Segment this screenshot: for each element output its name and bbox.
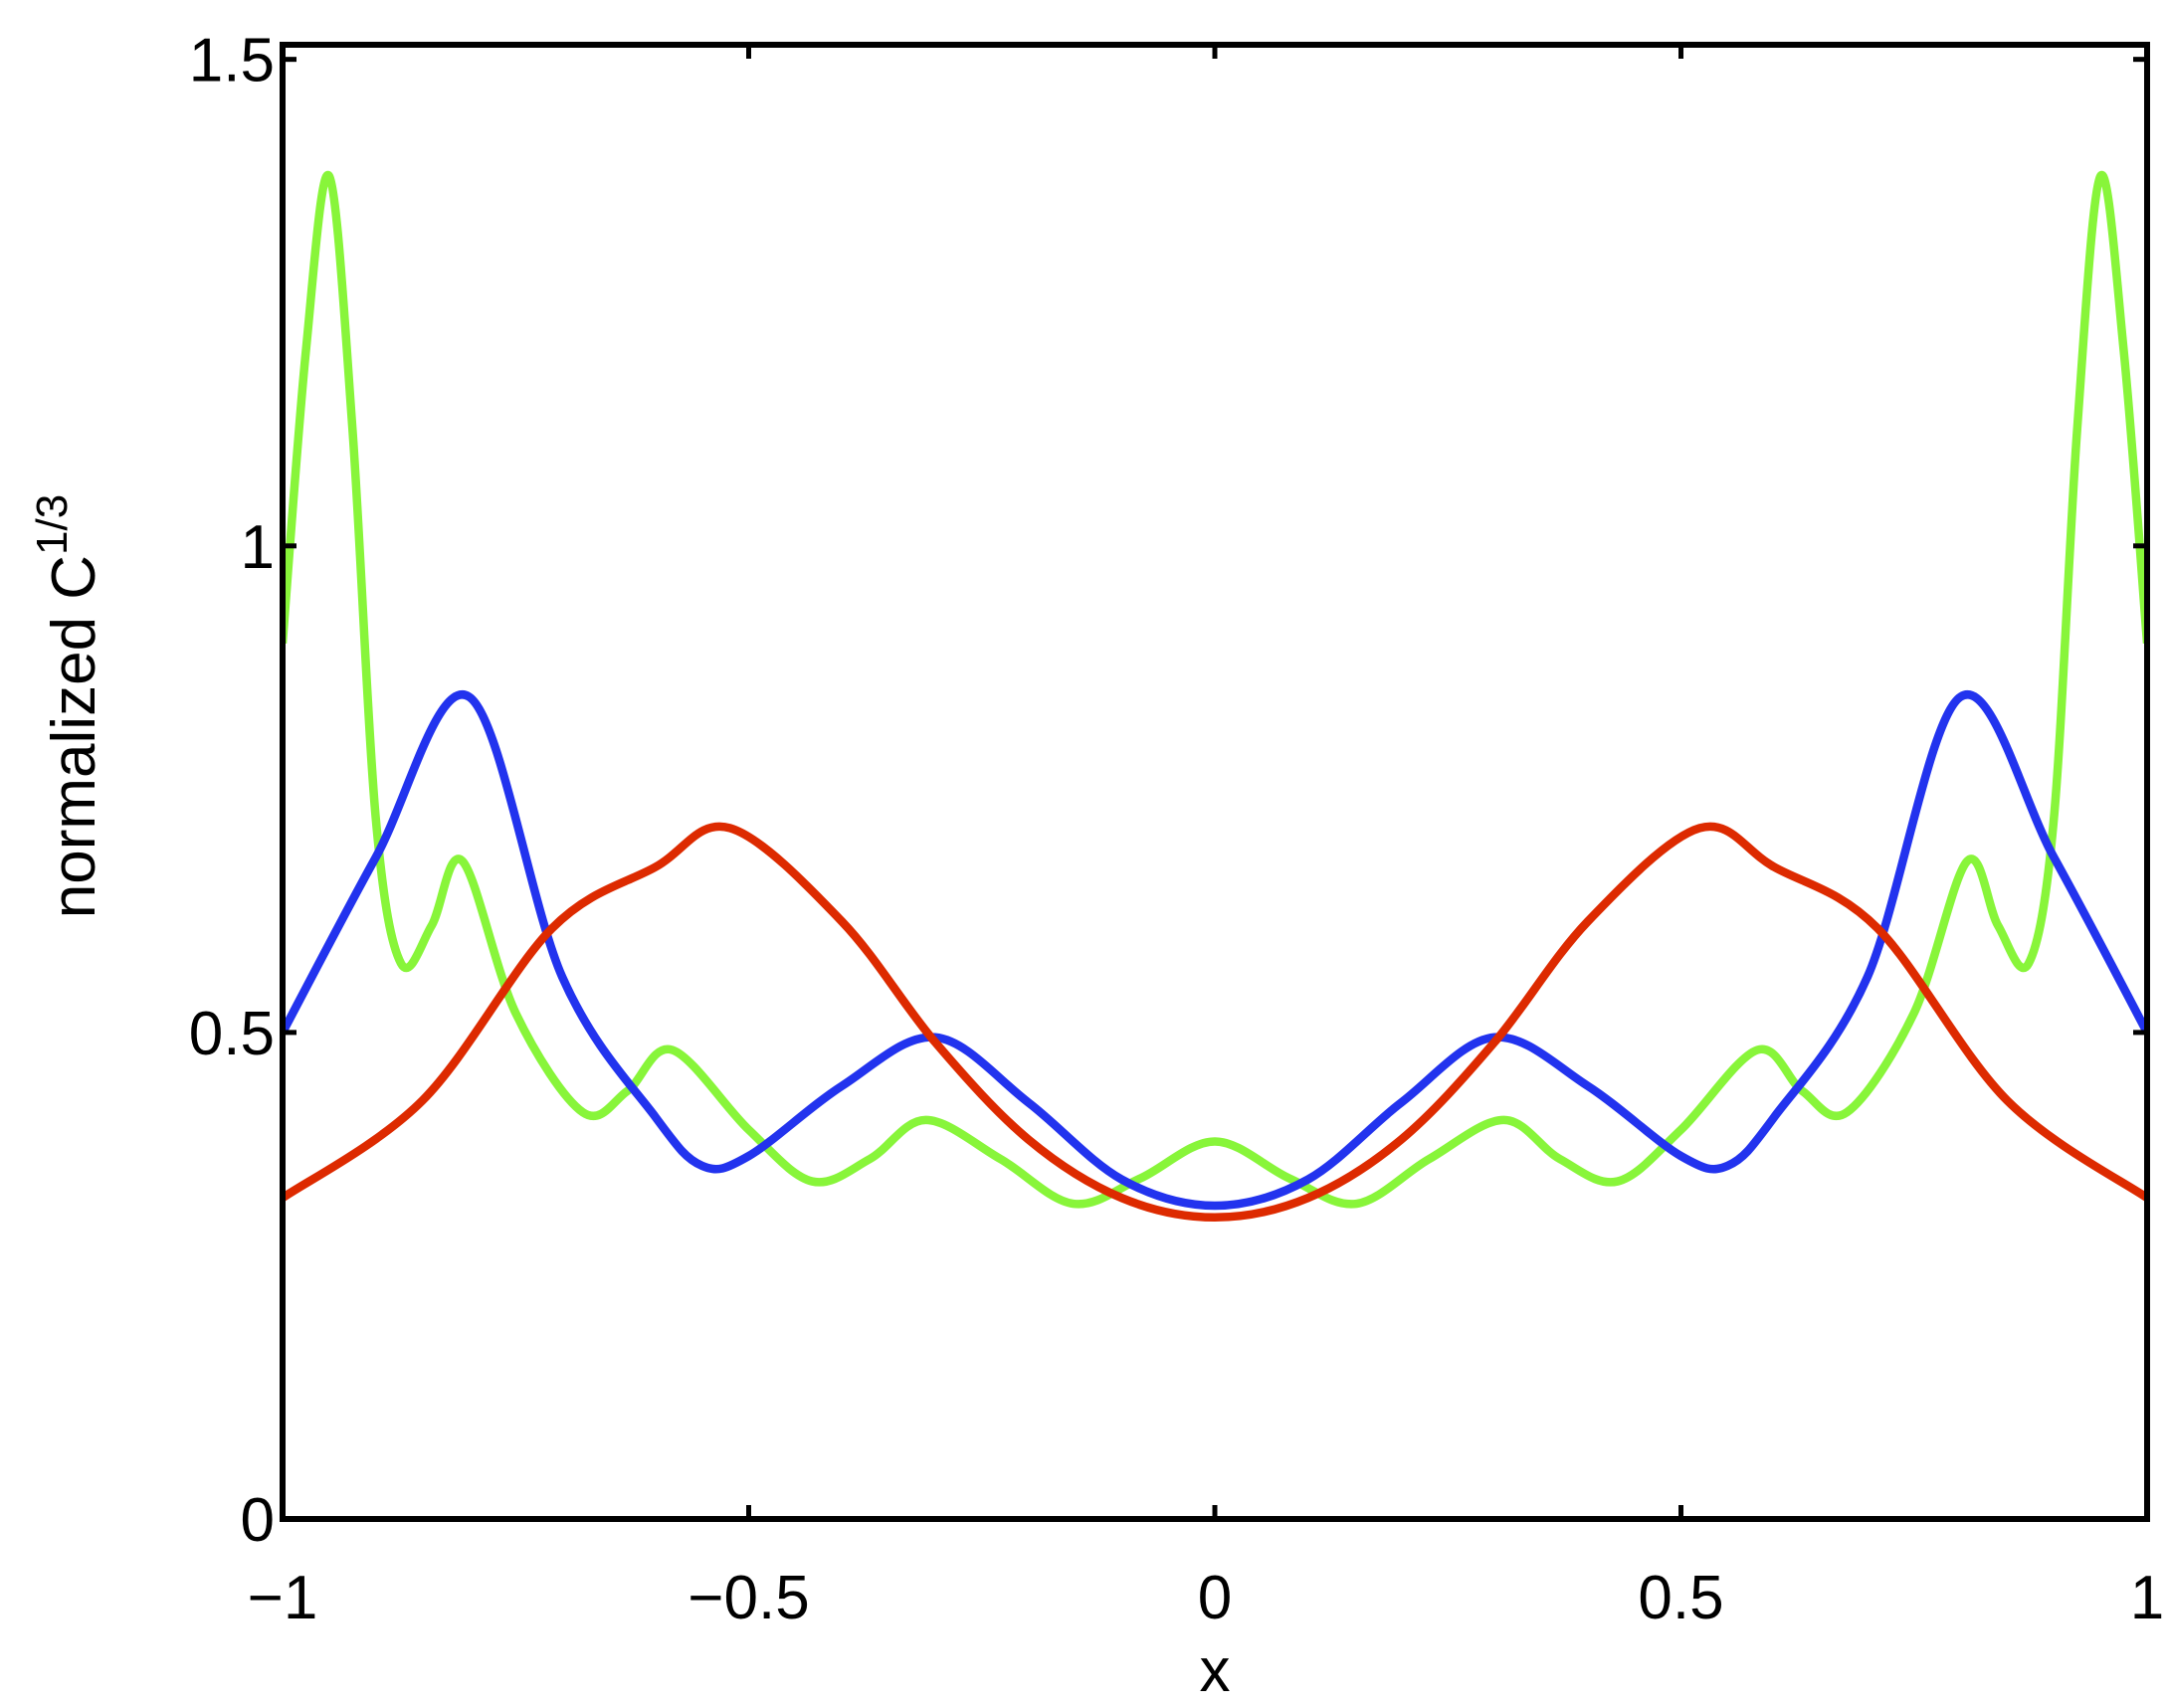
data-line bbox=[283, 170, 2147, 1209]
data-line bbox=[283, 822, 2147, 1222]
y-tick-label: 1.5 bbox=[189, 27, 275, 95]
x-axis-label: x bbox=[1200, 1636, 1231, 1703]
y-axis-label-superscript: 1/3 bbox=[28, 494, 77, 555]
y-tick-label: 0.5 bbox=[189, 1000, 275, 1068]
x-tick-label: −0.5 bbox=[688, 1564, 809, 1632]
y-axis-label: normalized C1/3 bbox=[28, 494, 108, 918]
y-axis-label-main: normalized C bbox=[40, 555, 108, 918]
data-line bbox=[283, 690, 2147, 1211]
plot-frame bbox=[280, 42, 2150, 1522]
x-tick-label: 1 bbox=[2130, 1564, 2164, 1632]
y-tick-label: 1 bbox=[241, 513, 275, 582]
x-tick-label: 0.5 bbox=[1638, 1564, 1723, 1632]
x-tick-label: 0 bbox=[1198, 1564, 1232, 1632]
y-tick-label: 0 bbox=[241, 1486, 275, 1555]
x-tick-label: −1 bbox=[248, 1564, 318, 1632]
